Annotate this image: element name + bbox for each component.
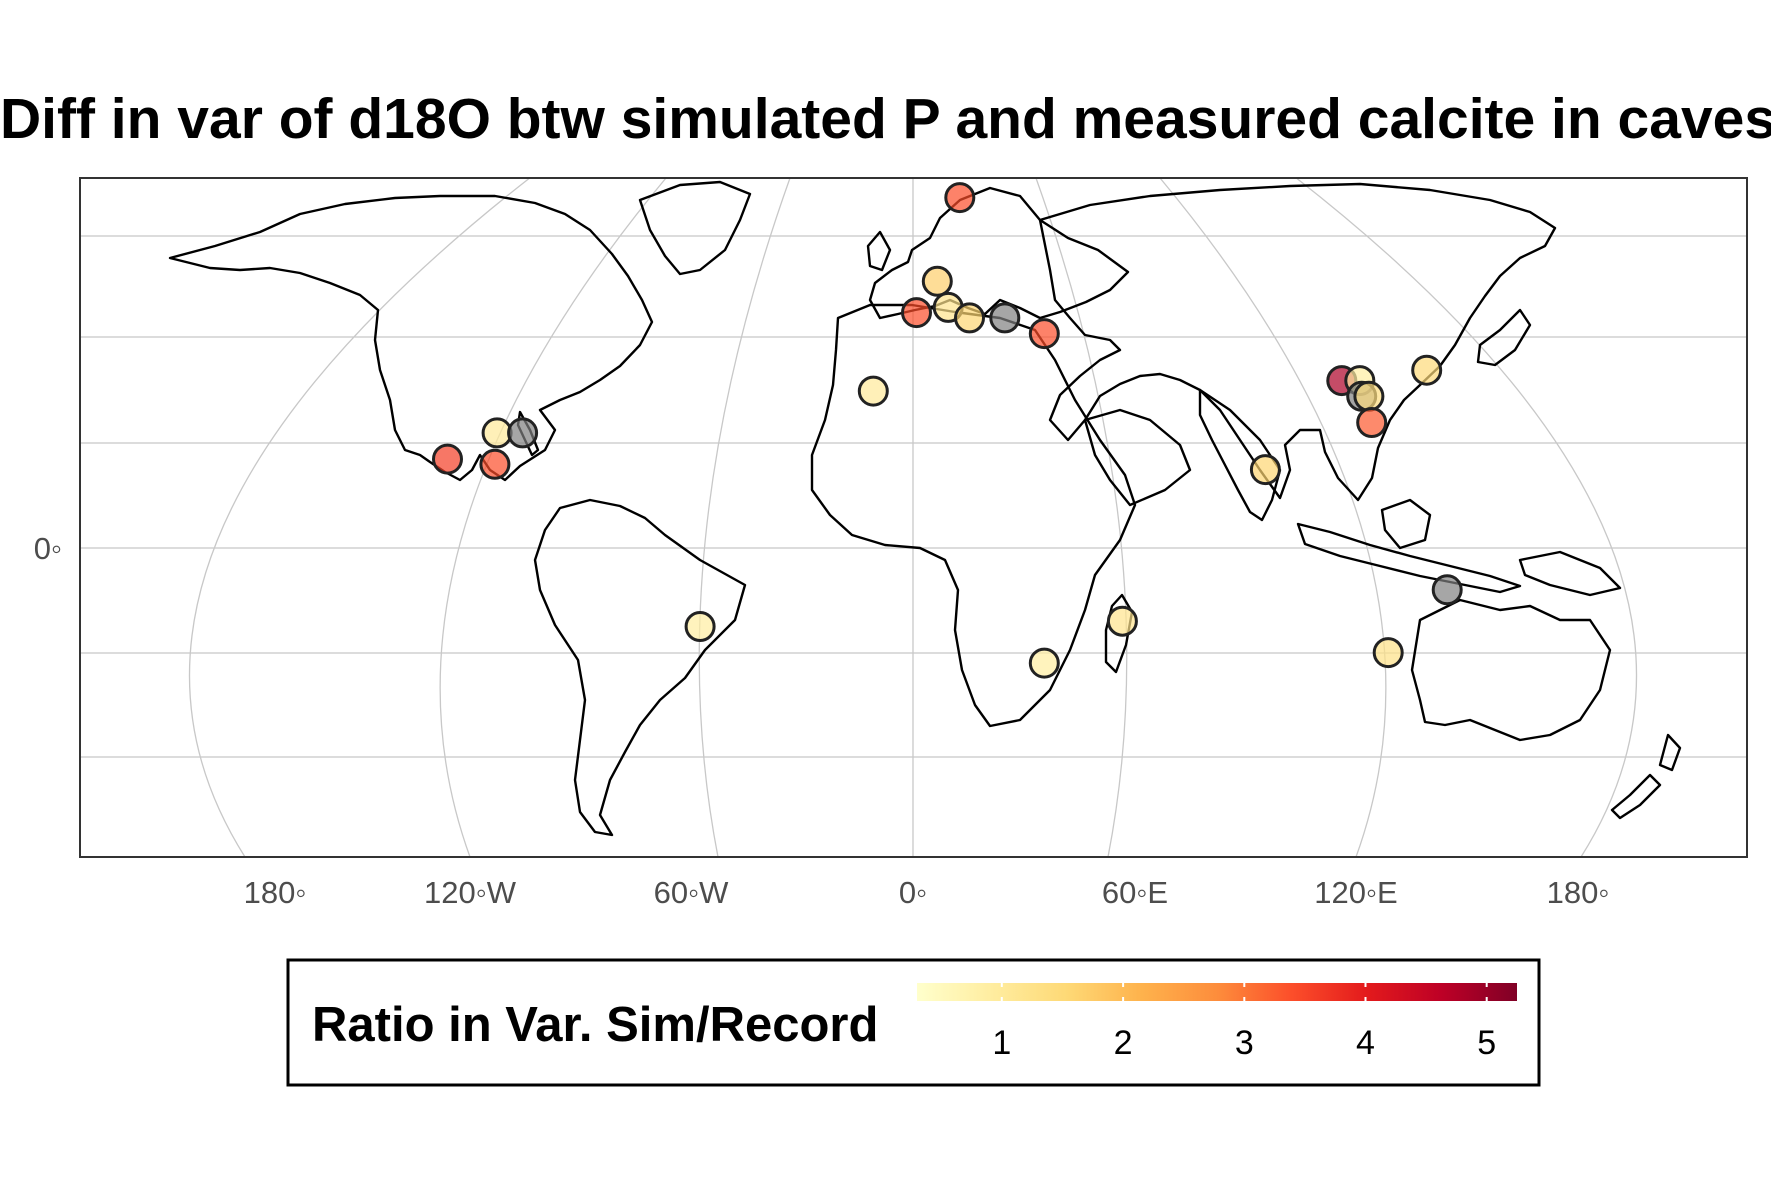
legend-title: Ratio in Var. Sim/Record: [312, 998, 878, 1052]
x-tick-label: 120◦W: [424, 875, 517, 910]
site-point: [1372, 637, 1404, 669]
coastline-japan: [1476, 308, 1532, 367]
graticule-meridian-60e: [1035, 178, 1128, 857]
legend-ticks: [1000, 983, 1488, 1001]
x-axis-tick-labels: 180◦ 120◦W 60◦W 0◦ 60◦E 120◦E 180◦: [244, 875, 1610, 910]
graticule: [80, 178, 1747, 857]
site-point: [1356, 407, 1388, 438]
site-point-no-data: [989, 302, 1021, 334]
site-point: [432, 443, 463, 475]
x-tick-label: 60◦W: [654, 875, 729, 910]
site-point-no-data: [507, 417, 539, 449]
legend-tick-labels: 1 2 3 4 5: [992, 1024, 1496, 1062]
coastline-arabia: [1083, 408, 1192, 507]
coastline-australia: [1410, 598, 1612, 742]
coastline-indonesia: [1296, 522, 1522, 594]
graticule-meridian-60w: [698, 178, 791, 857]
x-tick-label: 180◦: [244, 875, 307, 910]
x-tick-label: 60◦E: [1102, 875, 1168, 910]
legend-tick-label: 2: [1114, 1024, 1133, 1062]
graticule-meridian-180w: [188, 178, 531, 857]
y-tick-label: 0◦: [34, 531, 62, 566]
site-point: [1353, 380, 1385, 412]
site-point: [481, 417, 513, 449]
coastline-asia: [1038, 182, 1557, 502]
figure-title: Diff in var of d18O btw simulated P and …: [0, 87, 1771, 151]
site-point-no-data: [1431, 574, 1463, 606]
site-point: [1028, 318, 1060, 350]
site-point: [1411, 354, 1443, 386]
site-point: [954, 302, 985, 334]
graticule-meridian-120e: [1159, 178, 1387, 857]
legend: Ratio in Var. Sim/Record 1 2 3 4 5: [286, 958, 1541, 1087]
coastline-british-isles: [866, 230, 892, 272]
map-panel-border: [79, 177, 1748, 858]
legend-box: [286, 958, 1541, 1087]
site-point: [1249, 454, 1281, 486]
site-point: [1028, 647, 1060, 679]
site-point: [944, 182, 976, 214]
site-point: [479, 448, 511, 480]
coastline-india: [1198, 388, 1282, 522]
site-point: [901, 297, 932, 329]
coastline-north-america: [168, 194, 654, 482]
site-point: [857, 375, 889, 407]
coastline-new-guinea: [1518, 550, 1622, 597]
coastline-greenland: [638, 180, 752, 276]
legend-tick-label: 5: [1477, 1024, 1496, 1062]
x-tick-label: 0◦: [899, 875, 927, 910]
coastline-new-zealand: [1610, 733, 1682, 820]
legend-tick-label: 3: [1235, 1024, 1254, 1062]
site-points-layer: [432, 182, 1463, 679]
site-point: [921, 265, 953, 297]
coastline-madagascar: [1104, 593, 1134, 674]
graticule-meridian-180e: [1295, 178, 1638, 857]
site-point: [684, 611, 716, 642]
legend-colorbar: [917, 983, 1517, 1001]
site-point: [1106, 605, 1138, 637]
coastline-south-america: [533, 498, 747, 837]
graticule-meridian-120w: [439, 178, 667, 857]
legend-tick-label: 1: [992, 1024, 1011, 1062]
coastline-borneo: [1380, 498, 1432, 550]
legend-tick-label: 4: [1356, 1024, 1375, 1062]
x-tick-label: 120◦E: [1314, 875, 1397, 910]
x-tick-label: 180◦: [1547, 875, 1610, 910]
